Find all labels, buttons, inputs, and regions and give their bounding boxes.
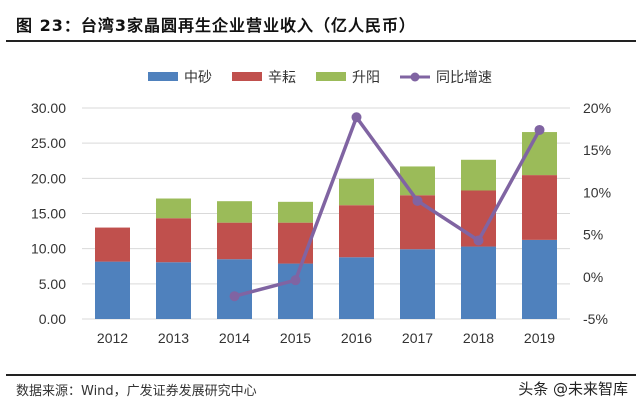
bar-辛耘 (339, 205, 374, 258)
bar-升阳 (278, 201, 313, 223)
y2-tick-label: 10% (583, 184, 611, 200)
y2-tick-label: 20% (583, 100, 611, 116)
x-tick-label: 2019 (524, 330, 555, 346)
y-tick-label: 10.00 (31, 241, 66, 257)
x-tick-label: 2018 (463, 330, 494, 346)
y-tick-label: 20.00 (31, 170, 66, 186)
y-tick-label: 15.00 (31, 206, 66, 222)
x-tick-label: 2014 (219, 330, 250, 346)
y-tick-label: 25.00 (31, 135, 66, 151)
bar-中砂 (400, 249, 435, 319)
legend-label: 升阳 (352, 69, 380, 85)
legend-label: 同比增速 (436, 69, 492, 85)
bar-升阳 (156, 198, 191, 219)
legend-swatch (148, 72, 178, 81)
footer-rule (6, 374, 636, 376)
x-tick-label: 2012 (97, 330, 128, 346)
bar-升阳 (217, 201, 252, 223)
bar-中砂 (95, 261, 130, 319)
bar-中砂 (156, 262, 191, 319)
bar-中砂 (522, 239, 557, 319)
growth-point (473, 235, 484, 246)
y2-tick-label: 0% (583, 269, 603, 285)
legend-label: 中砂 (184, 69, 212, 85)
bar-中砂 (461, 246, 496, 319)
y-tick-label: 5.00 (39, 276, 66, 292)
legend-swatch (232, 72, 262, 81)
bar-辛耘 (522, 175, 557, 240)
growth-line (234, 115, 542, 298)
x-tick-label: 2016 (341, 330, 372, 346)
title-rule (6, 40, 636, 42)
bar-辛耘 (95, 227, 130, 262)
bar-中砂 (278, 263, 313, 319)
y2-tick-label: 15% (583, 142, 611, 158)
growth-point (351, 112, 362, 123)
bar-升阳 (339, 178, 374, 206)
watermark: 头条 @未来智库 (518, 380, 628, 398)
legend-marker (410, 72, 420, 82)
figure-title: 图 23：台湾3家晶圆再生企业营业收入（亿人民币） (16, 16, 416, 35)
legend-label: 辛耘 (268, 69, 296, 85)
bar-中砂 (217, 259, 252, 319)
x-tick-label: 2017 (402, 330, 433, 346)
x-tick-label: 2015 (280, 330, 311, 346)
bar-辛耘 (217, 222, 252, 260)
growth-point (412, 195, 423, 206)
bar-辛耘 (156, 218, 191, 263)
growth-point (290, 275, 301, 286)
y-tick-label: 30.00 (31, 100, 66, 116)
x-tick-label: 2013 (158, 330, 189, 346)
source-note: 数据来源：Wind，广发证券发展研究中心 (16, 384, 257, 399)
bar-升阳 (400, 166, 435, 196)
growth-point (229, 291, 240, 302)
y-tick-label: 0.00 (39, 311, 66, 327)
bar-辛耘 (278, 222, 313, 264)
y2-tick-label: -5% (583, 311, 608, 327)
growth-point (534, 124, 545, 135)
legend-swatch (316, 72, 346, 81)
bar-升阳 (461, 159, 496, 191)
bar-中砂 (339, 257, 374, 319)
y2-tick-label: 5% (583, 227, 603, 243)
